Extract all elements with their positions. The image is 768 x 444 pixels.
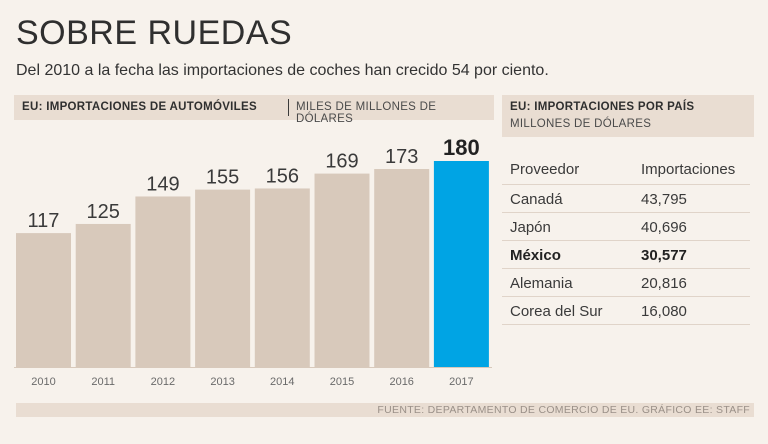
- x-tick-2014: 2014: [270, 376, 294, 388]
- bar-2012: [135, 196, 191, 367]
- country-name: Alemania: [510, 275, 573, 292]
- country-imports-table: Proveedor Importaciones Canadá 43,795 Ja…: [502, 155, 750, 325]
- table-row: Alemania 20,816: [502, 269, 750, 297]
- country-value: 30,577: [641, 247, 687, 264]
- table-row-highlight: México 30,577: [502, 241, 750, 269]
- column-header-provider: Proveedor: [510, 161, 580, 178]
- page-title: SOBRE RUEDAS: [16, 14, 293, 52]
- header-separator: [288, 99, 289, 116]
- bar-chart-unit: MILES DE MILLONES DE DÓLARES: [296, 101, 437, 125]
- bar-chart-title: EU: IMPORTACIONES DE AUTOMÓVILES: [22, 101, 257, 113]
- country-table-unit: MILLONES DE DÓLARES: [510, 118, 652, 130]
- data-label-2017: 180: [443, 135, 480, 160]
- country-value: 43,795: [641, 191, 687, 208]
- x-tick-2015: 2015: [330, 376, 354, 388]
- imports-bar-chart: 117 2010 125 2011 149 2012 155 2013 156 2014 169 20…: [14, 135, 492, 388]
- footer-band: FUENTE: DEPARTAMENTO DE COMERCIO DE EU. …: [16, 403, 754, 417]
- x-tick-2013: 2013: [210, 376, 234, 388]
- bar-2017: [433, 161, 489, 367]
- country-name: Japón: [510, 219, 551, 236]
- page-subtitle: Del 2010 a la fecha las importaciones de…: [16, 62, 549, 79]
- bar-2014: [254, 188, 310, 367]
- country-table-title: EU: IMPORTACIONES POR PAÍS: [510, 101, 695, 113]
- bar-2016: [374, 169, 430, 367]
- country-value: 40,696: [641, 219, 687, 236]
- table-header-row: Proveedor Importaciones: [502, 155, 750, 185]
- country-name: México: [510, 247, 561, 264]
- country-value: 16,080: [641, 303, 687, 320]
- x-tick-2016: 2016: [389, 376, 413, 388]
- country-name: Corea del Sur: [510, 303, 603, 320]
- data-label-2016: 173: [385, 146, 418, 168]
- bar-chart-header: EU: IMPORTACIONES DE AUTOMÓVILES MILES D…: [14, 95, 494, 125]
- table-row: Corea del Sur 16,080: [502, 297, 750, 325]
- country-value: 20,816: [641, 275, 687, 292]
- data-label-2010: 117: [28, 210, 60, 232]
- bar-2010: [16, 233, 71, 367]
- source-credit: FUENTE: DEPARTAMENTO DE COMERCIO DE EU. …: [377, 404, 750, 416]
- table-row: Japón 40,696: [502, 213, 750, 241]
- table-row: Canadá 43,795: [502, 185, 750, 213]
- column-header-imports: Importaciones: [641, 161, 736, 178]
- x-tick-2010: 2010: [31, 376, 55, 388]
- x-tick-2011: 2011: [91, 376, 115, 388]
- data-label-2013: 155: [206, 167, 239, 189]
- data-label-2015: 169: [325, 151, 358, 173]
- data-label-2014: 156: [266, 165, 299, 187]
- bar-2015: [314, 173, 370, 367]
- country-table-header: EU: IMPORTACIONES POR PAÍS MILLONES DE D…: [502, 95, 754, 137]
- x-tick-2017: 2017: [449, 376, 473, 388]
- data-label-2012: 149: [146, 173, 179, 195]
- country-name: Canadá: [510, 191, 563, 208]
- bar-2013: [195, 189, 251, 367]
- bar-2011: [75, 223, 131, 367]
- x-tick-2012: 2012: [151, 376, 175, 388]
- data-label-2011: 125: [87, 201, 120, 223]
